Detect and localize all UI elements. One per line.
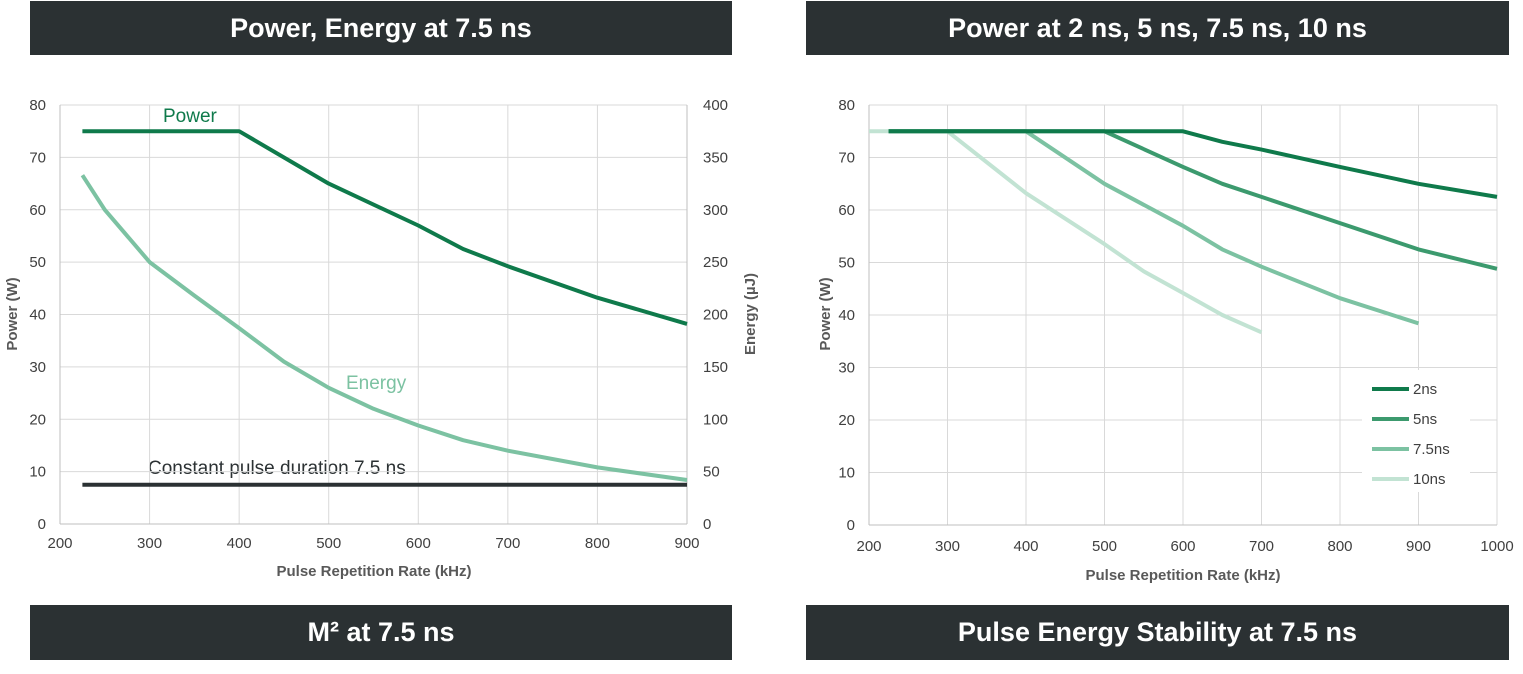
chart1-x-tick-label: 400	[227, 535, 252, 552]
chart1-y2-tick-label: 50	[703, 464, 720, 481]
chart1-energy-annotation: Energy	[346, 373, 407, 394]
chart1-x-axis-label: Pulse Repetition Rate (kHz)	[276, 563, 471, 580]
chart2-legend-label-5ns: 5ns	[1413, 411, 1437, 428]
chart1-x-tick-label: 700	[495, 535, 520, 552]
chart1-y-tick-label: 60	[29, 202, 46, 219]
chart1-x-tick-label: 800	[585, 535, 610, 552]
chart1-y-tick-label: 80	[29, 97, 46, 114]
chart2-y-tick-label: 60	[838, 202, 855, 219]
chart2-series-2ns	[888, 129, 1498, 199]
chart1-y2-tick-label: 200	[703, 307, 728, 324]
chart1-y2-tick-label: 0	[703, 516, 711, 533]
chart2-x-axis-label: Pulse Repetition Rate (kHz)	[1085, 567, 1280, 584]
chart2-x-tick-label: 900	[1406, 538, 1431, 555]
chart1-x-tick-label: 500	[316, 535, 341, 552]
chart1-y-tick-label: 40	[29, 307, 46, 324]
chart1-y2-tick-label: 400	[703, 97, 728, 114]
chart2-x-tick-label: 200	[856, 538, 881, 555]
chart1-y2-axis-label: Energy (µJ)	[742, 273, 759, 355]
chart2-y-tick-label: 70	[838, 150, 855, 167]
chart2-y-tick-label: 10	[838, 465, 855, 482]
chart2-x-tick-label: 500	[1092, 538, 1117, 555]
chart1-power-annotation: Power	[163, 106, 218, 127]
chart1-y2-tick-label: 300	[703, 202, 728, 219]
chart2-legend-label-2ns: 2ns	[1413, 381, 1437, 398]
chart1-y-tick-label: 10	[29, 464, 46, 481]
chart2-series-5ns	[888, 129, 1498, 271]
chart4-title-banner: Pulse Energy Stability at 7.5 ns	[806, 605, 1509, 660]
chart1-y2-tick-label: 150	[703, 359, 728, 376]
chart1-x-tick-label: 900	[674, 535, 699, 552]
chart2-x-tick-label: 700	[1249, 538, 1274, 555]
chart1-y-tick-label: 20	[29, 411, 46, 428]
chart1-y-axis-label: Power (W)	[4, 277, 21, 350]
chart2-y-tick-label: 30	[838, 360, 855, 377]
chart2-y-tick-label: 50	[838, 255, 855, 272]
chart2-y-tick-label: 20	[838, 412, 855, 429]
chart1-series-energy	[80, 174, 688, 482]
chart2-y-axis-label: Power (W)	[817, 277, 834, 350]
chart1-y2-tick-label: 350	[703, 149, 728, 166]
chart2-y-tick-label: 0	[847, 517, 855, 534]
chart1-x-tick-label: 200	[47, 535, 72, 552]
chart2-title-banner: Power at 2 ns, 5 ns, 7.5 ns, 10 ns	[806, 1, 1509, 55]
chart2-x-tick-label: 300	[935, 538, 960, 555]
chart2-x-tick-label: 400	[1013, 538, 1038, 555]
chart1-series-power	[82, 129, 688, 326]
chart1-x-tick-label: 600	[406, 535, 431, 552]
chart1-x-tick-label: 300	[137, 535, 162, 552]
chart2-y-tick-label: 40	[838, 307, 855, 324]
chart1-constant-annotation: Constant pulse duration 7.5 ns	[148, 458, 406, 479]
chart2-x-tick-label: 600	[1170, 538, 1195, 555]
chart2-series-7-5ns	[888, 129, 1420, 326]
chart1-title-banner: Power, Energy at 7.5 ns	[30, 1, 732, 55]
chart1-y-tick-label: 30	[29, 359, 46, 376]
chart1-y2-tick-label: 250	[703, 254, 728, 271]
chart1-y-tick-label: 0	[38, 516, 46, 533]
chart2-series-10ns	[869, 129, 1263, 335]
chart1-y-tick-label: 70	[29, 149, 46, 166]
chart2-x-tick-label: 1000	[1480, 538, 1513, 555]
chart3-title-banner: M² at 7.5 ns	[30, 605, 732, 660]
chart2-legend-label-7-5ns: 7.5ns	[1413, 441, 1450, 458]
chart2-y-tick-label: 80	[838, 97, 855, 114]
chart1-y2-tick-label: 100	[703, 411, 728, 428]
chart1-y-tick-label: 50	[29, 254, 46, 271]
chart2-x-tick-label: 800	[1327, 538, 1352, 555]
chart2-legend-label-10ns: 10ns	[1413, 471, 1446, 488]
